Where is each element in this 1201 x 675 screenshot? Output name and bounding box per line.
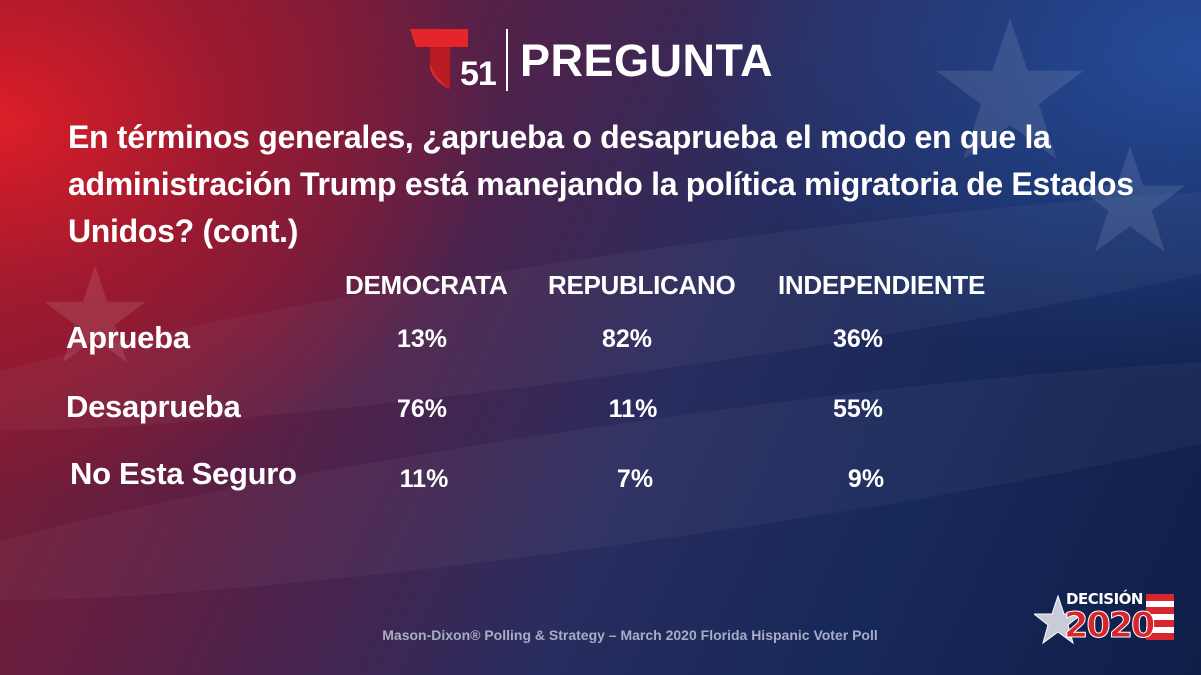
table-cell: 9%: [847, 465, 885, 493]
row-label-aprueba: Aprueba: [66, 320, 190, 355]
row-label-no-esta-seguro: No Esta Seguro: [70, 456, 297, 491]
table-cell: 55%: [832, 395, 884, 423]
decision-2020-logo: DECISIÓN 2020: [1034, 588, 1176, 650]
table-cell: 11%: [608, 395, 658, 423]
header-divider: [506, 29, 508, 91]
question-text: En términos generales, ¿aprueba o desapr…: [68, 119, 1134, 249]
source-footnote: Mason-Dixon® Polling & Strategy – March …: [382, 627, 878, 643]
decision-star-flag-icon: [1034, 594, 1174, 645]
table-cell: 76%: [396, 395, 448, 423]
table-cell: 11%: [399, 465, 449, 493]
telemundo-51-logo: 51: [408, 27, 500, 93]
background-star-icon: [1074, 146, 1186, 252]
table-cell: 36%: [832, 325, 884, 353]
channel-number: 51: [460, 55, 497, 93]
header: 51 PREGUNTA: [408, 26, 773, 94]
column-header-democrata: DEMOCRATA: [345, 270, 508, 300]
row-label-desaprueba: Desaprueba: [66, 389, 241, 424]
decision-word: DECISIÓN: [1066, 590, 1143, 608]
telemundo-t-icon: [410, 29, 468, 89]
column-header-republicano: REPUBLICANO: [548, 270, 736, 300]
column-header-independiente: INDEPENDIENTE: [778, 270, 986, 300]
table-cell: 82%: [601, 325, 653, 353]
background-star-icon: [936, 18, 1084, 159]
decision-year: 2020: [1063, 606, 1155, 647]
table-cell: 13%: [396, 325, 448, 353]
header-title: PREGUNTA: [520, 34, 774, 86]
background-star-icon: [44, 265, 146, 363]
table-cell: 7%: [616, 465, 654, 493]
